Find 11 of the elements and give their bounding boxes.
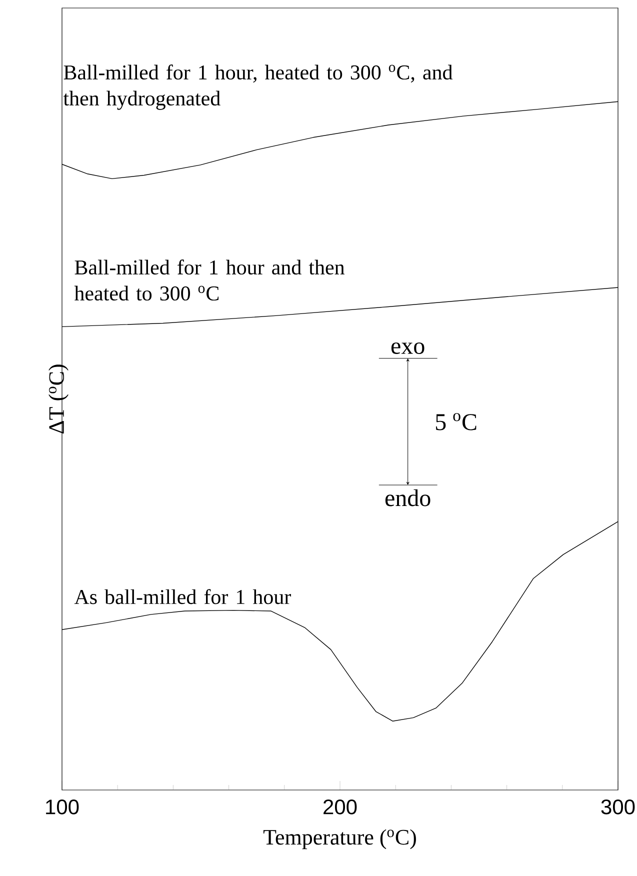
series-label: Ball-milled for 1 hour and then heated to 300 $^{o}$C bbox=[74, 260, 345, 301]
annotation: exo bbox=[391, 342, 424, 354]
annotation: 5 $^{o}$C bbox=[436, 413, 476, 430]
series-label: As ball-milled for 1 hour bbox=[74, 589, 291, 604]
annotation: endo bbox=[385, 489, 430, 506]
x-tick-label: 200 bbox=[324, 800, 357, 814]
y-axis-title: ΔT ($^{o}$C) bbox=[48, 364, 68, 434]
x-axis-title: Temperature ($^{o}$C) bbox=[263, 829, 416, 850]
x-tick-label: 100 bbox=[46, 800, 79, 814]
x-tick-label: 300 bbox=[601, 800, 635, 814]
text: Ball-milled for 1 hour, heated to 300 $^{o}$C, and then hydrogenated bbox=[63, 64, 453, 110]
